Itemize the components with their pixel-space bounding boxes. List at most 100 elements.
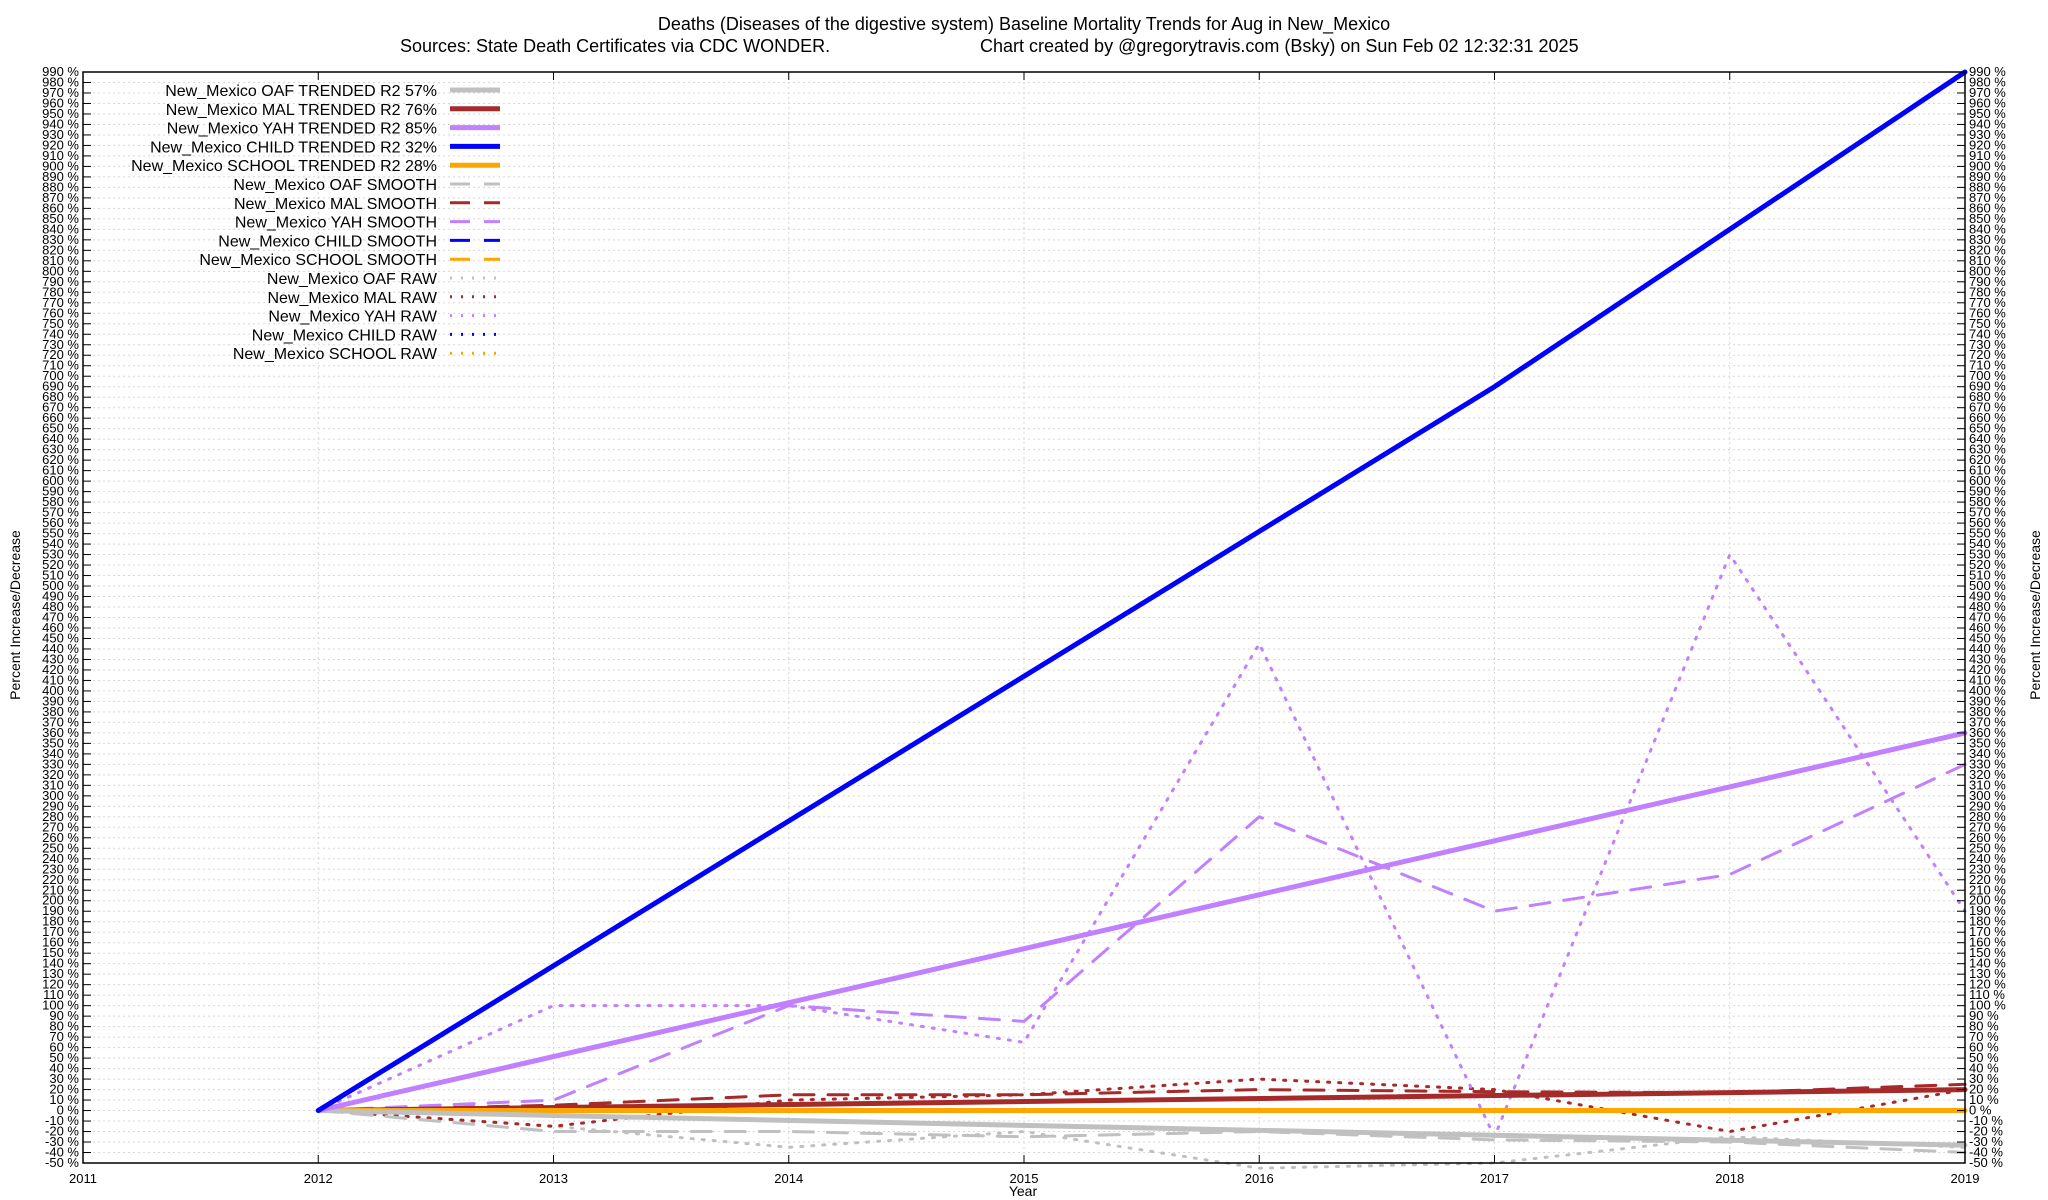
y-tick-label-right: 790 % (1969, 274, 2006, 289)
legend-label: New_Mexico CHILD RAW (252, 327, 438, 344)
y-ticks: -50 % -50 %-40 % -40 %-30 % -30 %-20 % -20 %… (42, 64, 2006, 1170)
y-tick-label-right: 170 % (1969, 924, 2006, 939)
y-tick-label-left: 410 % (42, 672, 79, 687)
x-axis-label: Year (1009, 1183, 1038, 1199)
y-tick-label-left: 340 % (42, 746, 79, 761)
y-tick-label-right: 980 % (1969, 74, 2006, 89)
y-tick-label-left: 820 % (42, 242, 79, 257)
y-tick-label-left: 280 % (42, 809, 79, 824)
y-tick-label-right: 690 % (1969, 379, 2006, 394)
y-tick-label-left: 290 % (42, 798, 79, 813)
y-tick-label-left: 720 % (42, 347, 79, 362)
y-tick-label-right: 770 % (1969, 295, 2006, 310)
y-tick-label-left: 690 % (42, 379, 79, 394)
y-tick-label-left: 620 % (42, 452, 79, 467)
y-tick-label-left: 770 % (42, 295, 79, 310)
legend-label: New_Mexico CHILD SMOOTH (218, 233, 437, 250)
y-tick-label-right: 760 % (1969, 305, 2006, 320)
y-tick-label-right: 970 % (1969, 85, 2006, 100)
y-tick-label-right: 860 % (1969, 200, 2006, 215)
y-tick-label-right: 510 % (1969, 568, 2006, 583)
y-tick-label-right: 320 % (1969, 767, 2006, 782)
y-tick-label-left: 180 % (42, 914, 79, 929)
y-tick-label-left: 470 % (42, 610, 79, 625)
y-tick-label-left: 750 % (42, 316, 79, 331)
y-tick-label-left: 480 % (42, 599, 79, 614)
y-tick-label-right: 180 % (1969, 914, 2006, 929)
x-tick-label: 2011 (69, 1171, 97, 1186)
y-tick-label-left: 230 % (42, 861, 79, 876)
y-tick-label-right: 660 % (1969, 410, 2006, 425)
x-tick-label: 2012 (304, 1171, 333, 1186)
y-tick-label-right: 540 % (1969, 536, 2006, 551)
y-tick-label-left: 980 % (42, 74, 79, 89)
y-tick-label-left: -50 % (45, 1155, 79, 1170)
y-tick-label-left: 850 % (42, 211, 79, 226)
chart-title: Deaths (Diseases of the digestive system… (658, 14, 1390, 35)
y-tick-label-right: 80 % (1969, 1019, 1999, 1034)
y-tick-label-right: 260 % (1969, 830, 2006, 845)
y-tick-label-left: 240 % (42, 851, 79, 866)
series-line (315, 1108, 1968, 1148)
y-tick-label-left: 700 % (42, 368, 79, 383)
y-tick-label-left: 70 % (49, 1029, 79, 1044)
x-tick-label: 2015 (1010, 1171, 1039, 1186)
y-tick-label-right: 270 % (1969, 819, 2006, 834)
y-tick-label-left: 710 % (42, 358, 79, 373)
y-tick-label-right: 420 % (1969, 662, 2006, 677)
y-tick-label-left: 50 % (49, 1050, 79, 1065)
legend-label: New_Mexico SCHOOL TRENDED R2 28% (131, 158, 437, 175)
y-tick-label-left: 560 % (42, 515, 79, 530)
y-tick-label-right: 610 % (1969, 463, 2006, 478)
legend-label: New_Mexico MAL SMOOTH (234, 196, 437, 213)
y-tick-label-right: 560 % (1969, 515, 2006, 530)
y-tick-label-left: 910 % (42, 148, 79, 163)
x-tick-label: 2019 (1951, 1171, 1980, 1186)
y-tick-label-left: 840 % (42, 221, 79, 236)
y-tick-label-left: -40 % (45, 1145, 79, 1160)
y-tick-label-right: 940 % (1969, 116, 2006, 131)
y-tick-label-right: 490 % (1969, 589, 2006, 604)
y-tick-label-right: 670 % (1969, 400, 2006, 415)
y-tick-label-left: 90 % (49, 1008, 79, 1023)
y-tick-label-right: 830 % (1969, 232, 2006, 247)
y-tick-label-left: 130 % (42, 966, 79, 981)
y-tick-label-left: 400 % (42, 683, 79, 698)
y-tick-label-right: 130 % (1969, 966, 2006, 981)
y-tick-label-right: 650 % (1969, 421, 2006, 436)
y-tick-label-right: 470 % (1969, 610, 2006, 625)
y-tick-label-right: 400 % (1969, 683, 2006, 698)
x-ticks: 2011 2012 2013 2014 2015 2016 2017 2018 2019 (69, 72, 1979, 1186)
y-tick-label-left: 380 % (42, 704, 79, 719)
y-tick-label-left: 110 % (43, 987, 79, 1002)
y-tick-label-right: 640 % (1969, 431, 2006, 446)
y-tick-label-left: 300 % (42, 788, 79, 803)
y-tick-label-right: 930 % (1969, 127, 2006, 142)
y-tick-label-right: 730 % (1969, 337, 2006, 352)
y-tick-label-left: 740 % (42, 326, 79, 341)
series-line (316, 762, 1967, 1112)
y-tick-label-right: 160 % (1969, 935, 2006, 950)
chart-subtitle-source: Sources: State Death Certificates via CD… (400, 36, 830, 56)
y-tick-label-right: 870 % (1969, 190, 2006, 205)
y-tick-label-left: 790 % (42, 274, 79, 289)
legend-label: New_Mexico MAL TRENDED R2 76% (166, 102, 437, 119)
y-tick-label-left: 990 % (42, 64, 79, 79)
y-tick-label-right: 890 % (1969, 169, 2006, 184)
y-tick-label-right: 900 % (1969, 158, 2006, 173)
x-tick-label: 2013 (539, 1171, 568, 1186)
y-tick-label-left: 940 % (42, 116, 79, 131)
y-tick-label-right: 810 % (1969, 253, 2006, 268)
y-tick-label-left: 190 % (42, 903, 79, 918)
y-tick-label-left: 640 % (42, 431, 79, 446)
y-tick-label-right: 360 % (1969, 725, 2006, 740)
y-axis-label-left: Percent Increase/Decrease (7, 530, 23, 700)
y-tick-label-right: -50 % (1969, 1155, 2003, 1170)
legend: New_Mexico OAF TRENDED R2 57% New_Mexico … (131, 83, 500, 363)
y-tick-label-right: 910 % (1969, 148, 2006, 163)
y-tick-label-right: 290 % (1969, 798, 2006, 813)
y-tick-label-right: 110 % (1969, 987, 2005, 1002)
legend-label: New_Mexico SCHOOL SMOOTH (199, 252, 437, 269)
y-tick-label-right: 820 % (1969, 242, 2006, 257)
y-tick-label-left: 570 % (42, 505, 79, 520)
